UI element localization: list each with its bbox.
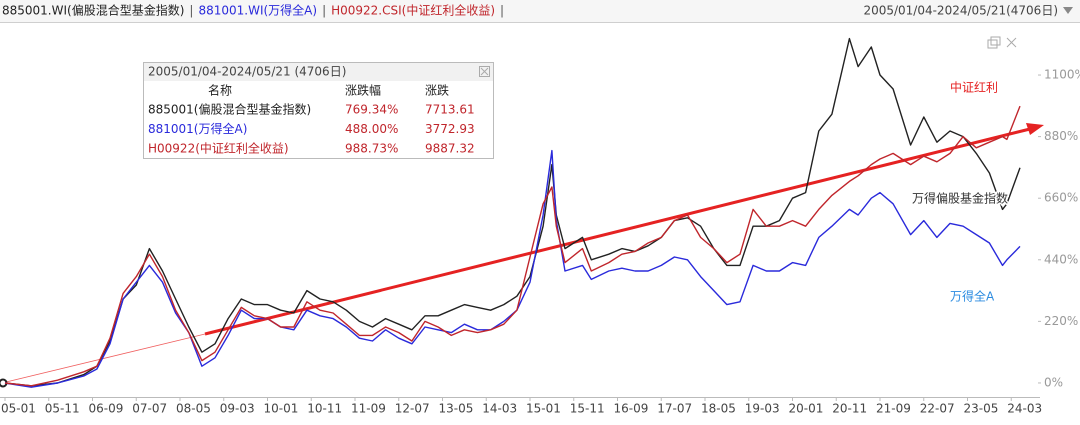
- y-tick-label: 0%: [1044, 375, 1063, 389]
- legend-change-pct: 488.00%: [345, 122, 398, 136]
- x-tick-label: 23-05: [964, 402, 999, 416]
- y-tick-label: 880%: [1044, 129, 1078, 143]
- x-tick-label: 07-07: [132, 402, 167, 416]
- legend-close-x: [480, 67, 489, 76]
- y-tick-label: 1100%: [1044, 68, 1080, 82]
- trend-arrowhead: [1026, 123, 1044, 135]
- x-tick-label: 22-07: [920, 402, 955, 416]
- annotation: 万得偏股基金指数: [912, 191, 1008, 206]
- plot: [4, 37, 1021, 388]
- y-tick-label: 440%: [1044, 252, 1078, 266]
- legend-change: 3772.93: [425, 122, 475, 136]
- x-tick-label: 16-09: [614, 402, 649, 416]
- header-separator: |: [189, 4, 193, 18]
- x-tick-label: 08-05: [176, 402, 211, 416]
- x-tick-label: 14-03: [482, 402, 517, 416]
- annotation: 中证红利: [950, 80, 998, 95]
- x-tick-label: 10-01: [264, 402, 299, 416]
- legend-name: 885001(偏股混合型基金指数): [148, 102, 311, 117]
- x-tick-label: 05-01: [1, 402, 36, 416]
- x-tick-label: 13-05: [439, 402, 474, 416]
- header-bar: [0, 0, 1080, 22]
- restore-icon-back: [990, 36, 1001, 46]
- dropdown-icon[interactable]: [1063, 7, 1073, 14]
- legend-name: H00922(中证红利全收益): [148, 141, 289, 156]
- series-line: [4, 149, 1021, 388]
- legend-close[interactable]: [479, 66, 490, 77]
- date-range: 2005/01/04-2024/05/21(4706日): [863, 4, 1058, 18]
- legend-title-bar: [144, 63, 493, 81]
- header-item: 881001.WI(万得全A): [198, 3, 317, 18]
- legend-column: 名称: [208, 83, 232, 98]
- legend-column: 涨跌: [425, 83, 449, 98]
- x-tick-label: 15-11: [570, 402, 605, 416]
- header-item: 885001.WI(偏股混合型基金指数): [2, 3, 184, 18]
- legend-change: 7713.61: [425, 103, 475, 117]
- x-tick-label: 20-01: [789, 402, 824, 416]
- series-line: [4, 105, 1021, 387]
- x-tick-label: 17-07: [657, 402, 692, 416]
- x-tick-label: 05-11: [45, 402, 80, 416]
- legend-change-pct: 988.73%: [345, 142, 398, 156]
- x-tick-label: 06-09: [89, 402, 124, 416]
- x-tick-label: 20-11: [832, 402, 867, 416]
- y-tick-label: 660%: [1044, 191, 1078, 205]
- header-item: H00922.CSI(中证红利全收益): [331, 3, 495, 18]
- x-tick-label: 15-01: [526, 402, 561, 416]
- trend-line-thin: [1, 333, 206, 384]
- restore-icon[interactable]: [987, 39, 998, 49]
- legend-column: 涨跌幅: [345, 83, 381, 98]
- legend-box: 2005/01/04-2024/05/21 (4706日) 名称 涨跌幅 涨跌 …: [143, 62, 494, 159]
- x-tick-label: 18-05: [701, 402, 736, 416]
- x-tick-label: 19-03: [745, 402, 780, 416]
- legend-name: 881001(万得全A): [148, 121, 247, 136]
- x-tick-label: 11-09: [351, 402, 386, 416]
- window-icons[interactable]: [987, 36, 1017, 49]
- x-tick-label: 24-03: [1007, 402, 1042, 416]
- header-separator: |: [322, 4, 326, 18]
- legend-title: 2005/01/04-2024/05/21 (4706日): [148, 65, 346, 79]
- legend-change-pct: 769.34%: [345, 103, 398, 117]
- header-separator: |: [500, 4, 504, 18]
- trend-arrow: [204, 127, 1031, 336]
- x-tick-label: 10-11: [307, 402, 342, 416]
- series-line: [4, 37, 1021, 387]
- x-tick-label: 12-07: [395, 402, 430, 416]
- x-tick-label: 21-09: [876, 402, 911, 416]
- x-tick-label: 09-03: [220, 402, 255, 416]
- annotation: 万得全A: [950, 289, 995, 304]
- y-tick-label: 220%: [1044, 314, 1078, 328]
- legend-change: 9887.32: [425, 142, 475, 156]
- close-icon[interactable]: [1006, 37, 1017, 48]
